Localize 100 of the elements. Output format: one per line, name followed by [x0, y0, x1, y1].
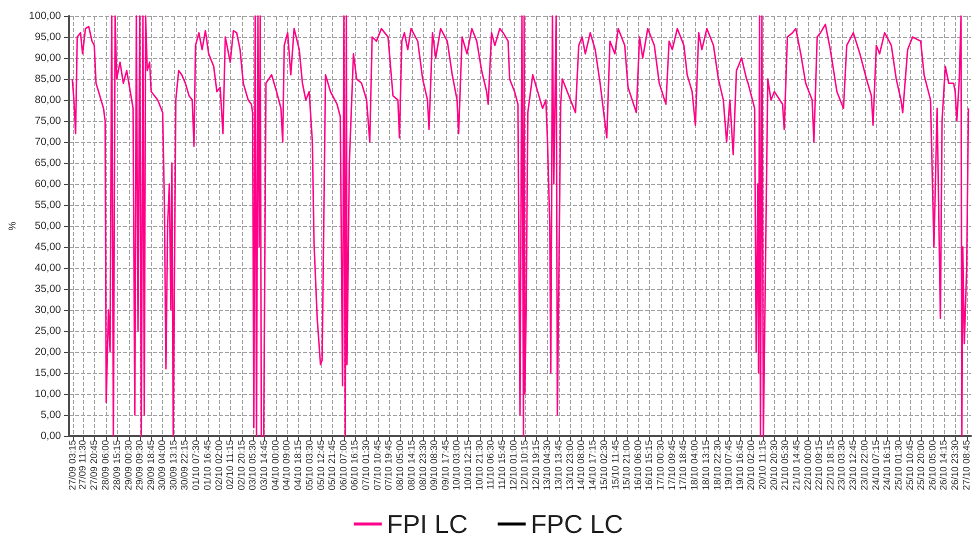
x-tick-label: 11/10 15:45	[496, 440, 508, 490]
x-tick-label: 05/10 21:45	[326, 440, 338, 490]
x-tick-label: 07/10 01:30	[361, 440, 372, 490]
x-tick-label: 22/10 00:00	[802, 440, 814, 490]
x-tick-label: 30/09 22:15	[180, 440, 191, 490]
x-tick-label: 05/10 12:45	[316, 440, 327, 490]
y-tick-label: 40,00	[34, 262, 62, 274]
y-tick-label: 80,00	[34, 94, 62, 106]
y-tick-label: 15,00	[34, 367, 62, 379]
x-tick-label: 13/10 04:30	[542, 440, 554, 490]
x-tick-label: 12/10 19:15	[530, 440, 542, 490]
y-tick-label: 5,00	[40, 409, 62, 421]
x-tick-label: 23/10 12:45	[848, 440, 860, 490]
x-tick-label: 22/10 09:15	[814, 440, 826, 490]
x-tick-label: 18/10 04:00	[689, 440, 700, 490]
y-tick-label: 50,00	[34, 220, 62, 232]
y-tick-label: 95,00	[34, 31, 62, 43]
x-tick-label: 15/10 02:30	[598, 440, 610, 490]
legend-label: FPI LC	[386, 509, 468, 539]
x-tick-label: 30/09 04:00	[157, 440, 168, 490]
x-tick-label: 13/10 23:00	[565, 440, 576, 490]
y-tick-label: 90,00	[34, 52, 62, 64]
x-tick-label: 08/10 23:30	[418, 440, 429, 490]
y-tick-label: 55,00	[34, 199, 62, 211]
x-tick-label: 19/10 16:45	[734, 440, 746, 490]
x-tick-label: 23/10 22:00	[860, 440, 871, 490]
x-tick-label: 27/09 11:30	[78, 440, 89, 490]
y-tick-label: 35,00	[34, 283, 62, 295]
legend-label: FPC LC	[530, 509, 624, 539]
x-tick-label: 13/10 13:45	[554, 440, 565, 490]
x-tick-label: 02/10 20:15	[236, 440, 248, 490]
x-tick-label: 16/10 06:00	[632, 440, 644, 490]
x-tick-label: 10/10 12:15	[463, 440, 474, 490]
x-tick-label: 06/10 16:15	[350, 440, 361, 490]
x-tick-label: 23/10 03:30	[836, 440, 848, 490]
x-tick-label: 05/10 03:30	[304, 440, 316, 490]
y-axis-title: %	[8, 221, 18, 230]
y-tick-label: 70,00	[34, 136, 62, 148]
x-tick-label: 03/10 14:45	[259, 440, 270, 490]
x-tick-label: 04/10 09:00	[282, 440, 293, 490]
x-tick-label: 03/10 05:30	[248, 440, 259, 490]
x-tick-label: 24/10 16:15	[882, 440, 894, 490]
x-tick-label: 08/10 14:15	[406, 440, 418, 490]
x-tick-label: 15/10 21:00	[622, 440, 633, 490]
x-tick-label: 17/10 09:45	[666, 440, 678, 490]
x-tick-label: 22/10 18:15	[825, 440, 836, 490]
x-tick-label: 20/10 02:00	[746, 440, 758, 490]
x-tick-label: 08/10 05:00	[394, 440, 406, 490]
x-tick-label: 28/09 15:15	[112, 440, 123, 490]
x-tick-label: 29/09 18:45	[146, 440, 157, 490]
x-tick-label: 28/09 06:00	[100, 440, 112, 490]
x-tick-label: 26/10 14:15	[938, 440, 950, 490]
x-tick-label: 16/10 15:15	[644, 440, 656, 490]
x-tick-label: 04/10 00:00	[270, 440, 282, 490]
x-tick-label: 02/10 02:00	[214, 440, 225, 490]
x-tick-label: 17/10 00:30	[656, 440, 667, 490]
x-tick-label: 20/10 20:30	[768, 440, 780, 490]
x-tick-label: 25/10 20:00	[916, 440, 928, 490]
x-tick-label: 21/10 05:30	[780, 440, 792, 490]
x-tick-label: 10/10 21:30	[474, 440, 486, 490]
x-tick-label: 18/10 13:15	[700, 440, 712, 490]
x-tick-label: 25/10 01:30	[893, 440, 904, 490]
x-tick-label: 14/10 08:00	[576, 440, 588, 490]
x-tick-label: 19/10 07:45	[724, 440, 735, 490]
x-tick-label: 27/09 20:45	[89, 440, 100, 490]
x-tick-label: 24/10 07:15	[870, 440, 882, 490]
y-tick-label: 65,00	[34, 157, 62, 169]
x-tick-label: 07/10 10:45	[372, 440, 384, 490]
y-tick-label: 85,00	[34, 73, 62, 85]
x-tick-label: 27/10 08:45	[961, 440, 972, 490]
y-tick-label: 0,00	[40, 430, 62, 442]
x-tick-label: 11/10 06:30	[486, 440, 497, 490]
x-tick-label: 12/10 10:15	[520, 440, 531, 490]
y-tick-label: 45,00	[34, 241, 62, 253]
y-tick-label: 60,00	[34, 178, 62, 190]
y-tick-label: 10,00	[34, 388, 62, 400]
x-tick-label: 18/10 22:30	[712, 440, 724, 490]
x-tick-label: 26/10 23:30	[950, 440, 962, 490]
x-tick-label: 01/10 16:45	[202, 440, 214, 490]
y-tick-label: 25,00	[34, 325, 62, 337]
x-tick-label: 29/09 09:30	[134, 440, 146, 490]
x-tick-label: 01/10 07:30	[191, 440, 202, 490]
x-tick-label: 09/10 08:30	[428, 440, 440, 490]
x-tick-label: 07/10 19:45	[384, 440, 395, 490]
x-tick-label: 21/10 14:45	[791, 440, 802, 490]
y-tick-label: 100,00	[28, 10, 62, 22]
x-tick-label: 04/10 18:15	[293, 440, 304, 490]
x-tick-label: 26/10 05:00	[927, 440, 938, 490]
x-tick-label: 29/09 00:30	[123, 440, 134, 490]
y-tick-label: 75,00	[34, 115, 62, 127]
y-tick-label: 20,00	[34, 346, 62, 358]
x-tick-label: 10/10 03:00	[452, 440, 463, 490]
x-tick-label: 15/10 11:45	[610, 440, 622, 490]
x-tick-label: 17/10 18:45	[678, 440, 690, 490]
x-tick-label: 02/10 11:15	[225, 440, 236, 490]
x-tick-label: 27/09 03:15	[68, 440, 79, 490]
x-tick-label: 30/09 13:15	[168, 440, 180, 490]
y-tick-label: 30,00	[34, 304, 62, 316]
x-tick-label: 12/10 01:00	[508, 440, 520, 490]
x-tick-label: 09/10 17:45	[440, 440, 452, 490]
